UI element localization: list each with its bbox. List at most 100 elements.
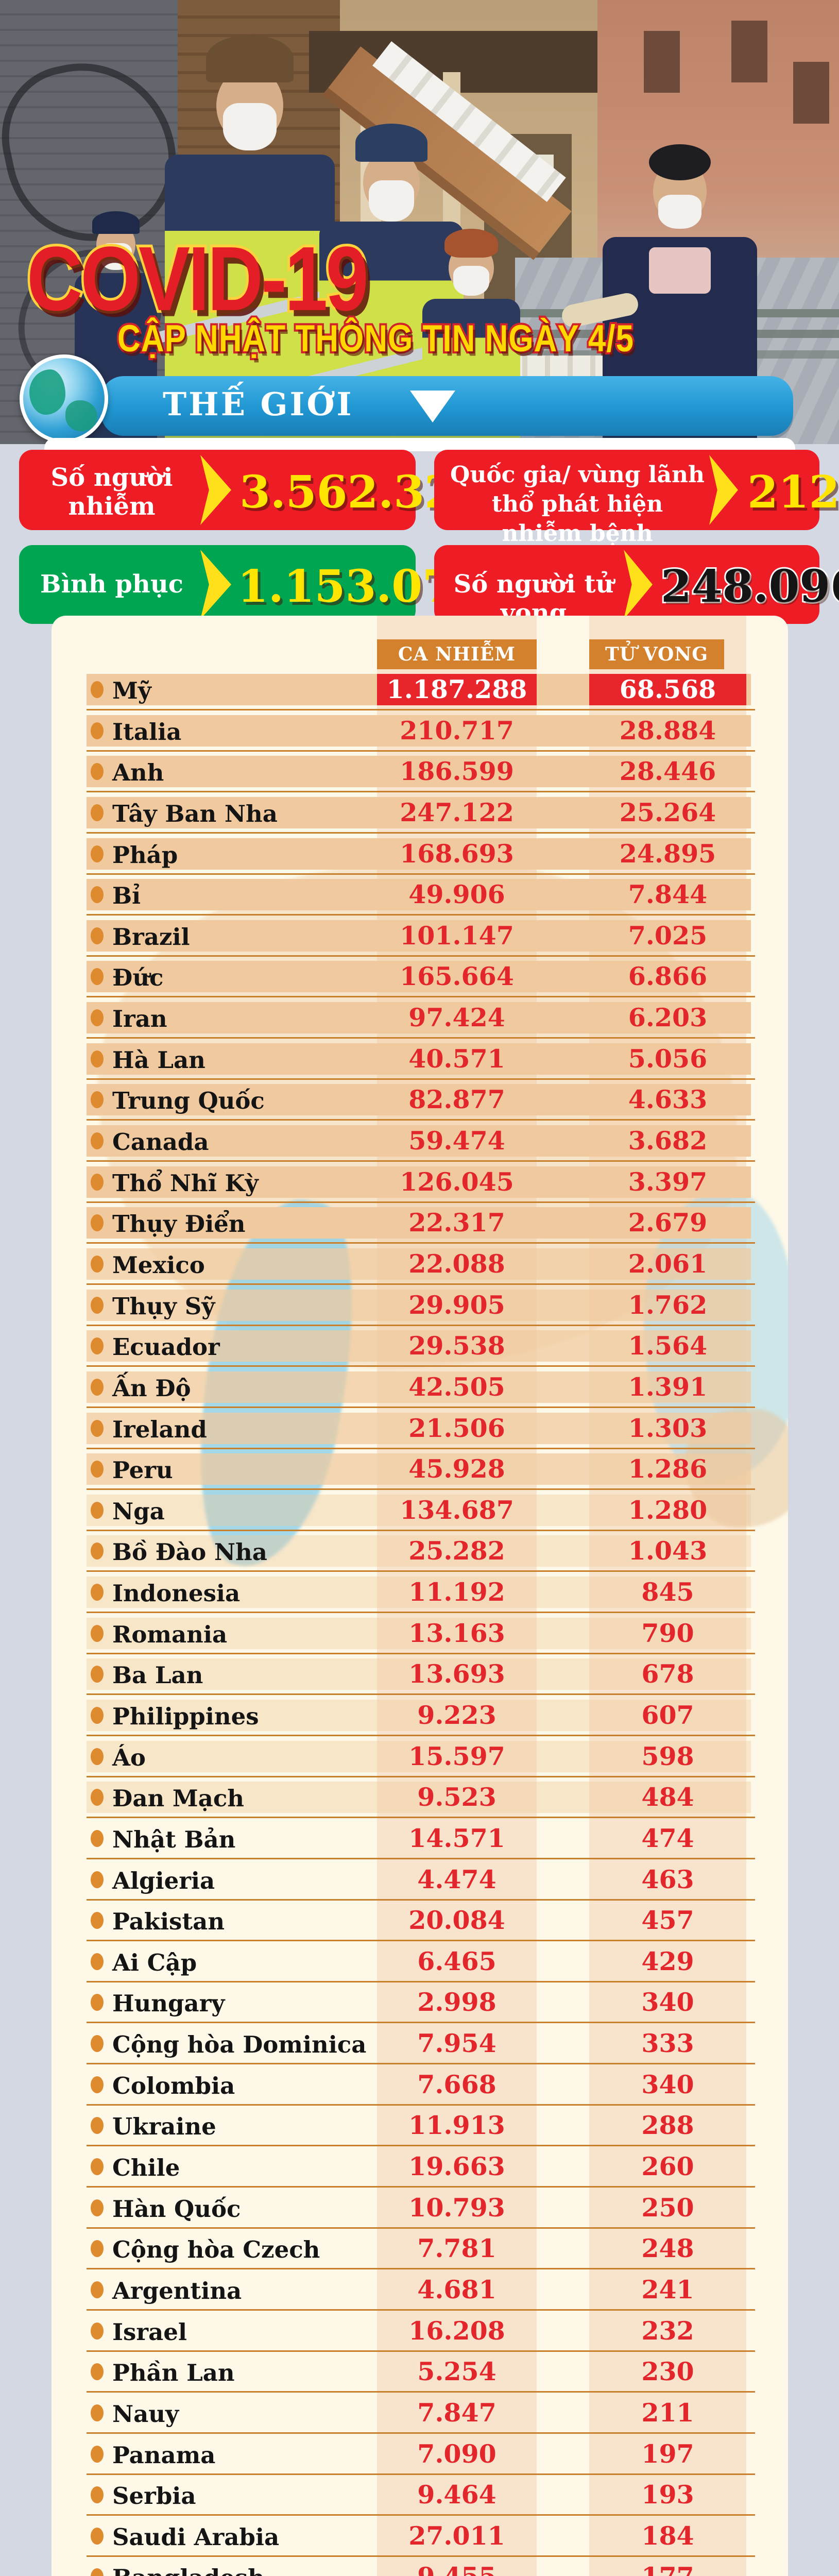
country-name: Cộng hòa Dominica — [112, 2031, 367, 2059]
country-cases: 29.538 — [408, 1331, 505, 1361]
country-deaths: 5.056 — [628, 1043, 708, 1074]
country-deaths: 429 — [641, 1946, 694, 1976]
country-cases: 1.187.288 — [377, 674, 537, 705]
country-cases: 5.254 — [417, 2357, 496, 2387]
country-deaths: 193 — [641, 2480, 694, 2510]
country-deaths: 845 — [641, 1577, 694, 1607]
country-name: Argentina — [112, 2277, 242, 2304]
stat-deaths: Số người tử vong 248.096 — [434, 545, 839, 628]
bullet-icon — [91, 1378, 104, 1396]
bullet-icon — [91, 2404, 104, 2421]
country-name: Tây Ban Nha — [112, 800, 278, 827]
country-name: Ireland — [112, 1415, 207, 1443]
stat-infected: Số người nhiễm 3.562.324 — [19, 450, 486, 530]
country-cases: 2.998 — [417, 1987, 496, 2018]
country-deaths: 790 — [641, 1618, 694, 1648]
country-deaths: 7.025 — [628, 920, 708, 951]
country-cases: 9.455 — [377, 2561, 537, 2576]
bullet-icon — [91, 1953, 104, 1970]
country-cases: 6.465 — [417, 1946, 496, 1976]
country-deaths: 184 — [641, 2520, 694, 2551]
country-deaths: 678 — [641, 1659, 694, 1689]
header-photo — [0, 0, 839, 444]
bullet-icon — [91, 1461, 104, 1478]
stat-infected-label: Số người nhiễm — [50, 463, 173, 521]
photo-window — [731, 21, 767, 82]
bullet-icon — [91, 763, 104, 781]
country-cases: 9.223 — [417, 1700, 496, 1730]
bullet-icon — [91, 2281, 104, 2298]
country-row: Cộng hòa Czech 7.781 248 — [87, 2233, 755, 2270]
country-name: Pháp — [112, 841, 178, 869]
country-row: Ai Cập 6.465 429 — [87, 1946, 755, 1982]
country-deaths: 177 — [589, 2561, 746, 2576]
bullet-icon — [91, 1624, 104, 1642]
country-cases: 59.474 — [408, 1126, 505, 1156]
country-deaths: 288 — [641, 2110, 694, 2141]
country-row: Đức 165.664 6.866 — [87, 961, 755, 998]
bullet-icon — [91, 927, 104, 944]
bullet-icon — [91, 1132, 104, 1150]
country-name: Anh — [112, 759, 164, 787]
bullet-icon — [91, 681, 104, 698]
country-deaths: 230 — [641, 2357, 694, 2387]
country-row: Mỹ 1.187.288 68.568 — [87, 674, 755, 710]
country-row: Bỉ 49.906 7.844 — [87, 879, 755, 916]
country-deaths: 1.303 — [628, 1413, 708, 1443]
bullet-icon — [91, 722, 104, 739]
country-row: Hungary 2.998 340 — [87, 1987, 755, 2024]
country-deaths: 1.280 — [628, 1495, 708, 1525]
country-name: Nga — [112, 1497, 165, 1525]
country-name: Ecuador — [112, 1333, 220, 1361]
arrow-right-icon — [709, 455, 738, 525]
bullet-icon — [91, 1829, 104, 1847]
stat-recovered-label: Bình phục — [40, 570, 183, 599]
country-name: Canada — [112, 1128, 209, 1156]
country-cases: 22.088 — [408, 1248, 505, 1279]
country-name: Thụy Điển — [112, 1210, 246, 1238]
country-cases: 20.084 — [408, 1905, 505, 1936]
country-name: Saudi Arabia — [112, 2523, 280, 2551]
country-name: Nhật Bản — [112, 1825, 236, 1853]
country-name: Serbia — [112, 2482, 196, 2510]
country-row: Pháp 168.693 24.895 — [87, 838, 755, 875]
bullet-icon — [91, 1419, 104, 1437]
bullet-icon — [91, 1871, 104, 1888]
bullet-icon — [91, 2322, 104, 2340]
country-cases: 7.954 — [417, 2028, 496, 2059]
country-name: Trung Quốc — [112, 1087, 265, 1115]
country-row: Indonesia 11.192 845 — [87, 1577, 755, 1614]
country-name: Cộng hòa Czech — [112, 2236, 320, 2264]
country-row: Pakistan 20.084 457 — [87, 1905, 755, 1942]
country-name: Israel — [112, 2318, 187, 2346]
country-row: Thổ Nhĩ Kỳ 126.045 3.397 — [87, 1166, 755, 1203]
country-deaths: 28.884 — [619, 715, 716, 745]
country-deaths: 28.446 — [619, 756, 716, 787]
country-name: Ba Lan — [112, 1662, 203, 1689]
stat-countries-label: Quốc gia/ vùng lãnh thổ phát hiện nhiễm … — [450, 462, 705, 547]
country-row: Nga 134.687 1.280 — [87, 1494, 755, 1531]
country-name: Chile — [112, 2154, 180, 2182]
world-section-banner: THẾ GIỚI — [101, 376, 793, 436]
country-row: Ấn Độ 42.505 1.391 — [87, 1371, 755, 1408]
country-deaths: 24.895 — [619, 838, 716, 869]
country-deaths: 248 — [641, 2233, 694, 2264]
country-cases: 9.464 — [417, 2480, 496, 2510]
bullet-icon — [91, 2199, 104, 2216]
bullet-icon — [91, 2486, 104, 2504]
stat-countries-value: 212 — [747, 466, 839, 518]
country-deaths: 2.679 — [628, 1208, 708, 1238]
bullet-icon — [91, 1543, 104, 1560]
country-row: Bangladesh 9.455 177 — [87, 2561, 751, 2576]
bullet-icon — [91, 1501, 104, 1519]
country-row: Phần Lan 5.254 230 — [87, 2356, 755, 2393]
photo-window — [644, 31, 680, 93]
country-cases: 126.045 — [400, 1166, 514, 1197]
country-row: Bồ Đào Nha 25.282 1.043 — [87, 1535, 755, 1572]
bullet-icon — [91, 1173, 104, 1191]
country-name: Romania — [112, 1620, 228, 1648]
content-card-top — [44, 438, 795, 451]
country-cases: 15.597 — [408, 1741, 505, 1771]
arrow-right-icon — [200, 550, 231, 619]
bullet-icon — [91, 968, 104, 986]
